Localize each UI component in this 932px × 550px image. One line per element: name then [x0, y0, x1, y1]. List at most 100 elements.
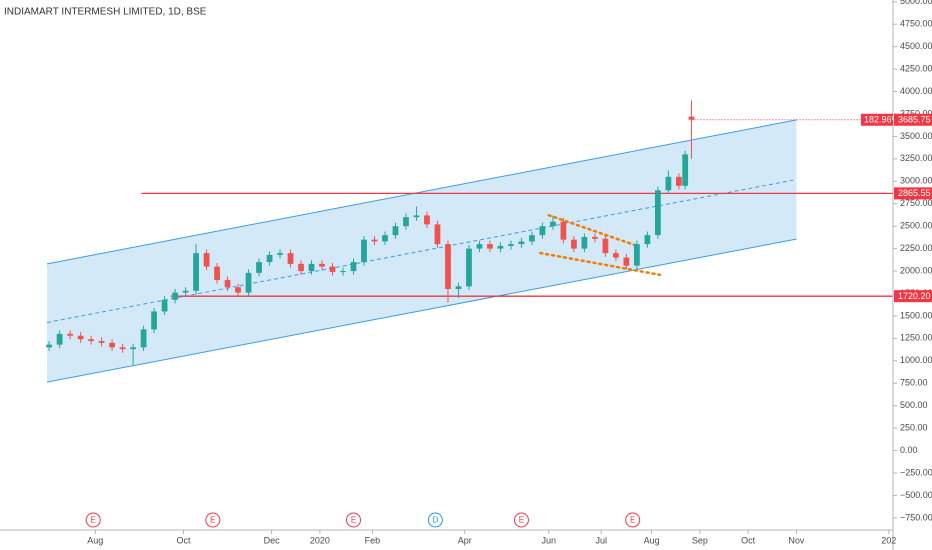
- candle-body: [350, 262, 357, 272]
- x-tick-label: Apr: [458, 535, 472, 545]
- candle-body: [308, 263, 315, 272]
- price-tag: [894, 290, 932, 303]
- candle-body: [560, 221, 567, 240]
- x-tick-label: Dec: [264, 535, 281, 545]
- candle-body: [361, 239, 367, 263]
- x-tick-label: Jul: [595, 535, 607, 545]
- candle-body: [682, 154, 689, 186]
- y-tick-label: 2000.00: [900, 265, 932, 275]
- price-tag: [894, 113, 932, 126]
- chart-title: INDIAMART INTERMESH LIMITED, 1D, BSE: [4, 7, 207, 18]
- event-label: E: [351, 516, 356, 525]
- candle-body: [340, 271, 346, 273]
- candle-body: [675, 176, 682, 186]
- y-tick-label: 3500.00: [900, 131, 932, 141]
- candle-body: [329, 266, 336, 272]
- candle-body: [298, 263, 304, 272]
- channel-lower: [46, 238, 797, 383]
- change-tag-label: 182.96%: [864, 115, 900, 125]
- candle-body: [382, 235, 388, 242]
- y-tick-label: 2500.00: [900, 221, 932, 231]
- change-tag: [861, 113, 893, 126]
- candle-body: [67, 333, 73, 336]
- candle-body: [508, 244, 514, 246]
- price-tag-label: 2865.55: [898, 188, 931, 198]
- event-marker: [625, 512, 641, 528]
- candle-body: [497, 245, 504, 249]
- y-tick-label: 3750.00: [900, 108, 932, 118]
- candle-body: [256, 262, 262, 273]
- y-tick-label: 250.00: [900, 423, 928, 433]
- candle-body: [539, 226, 546, 236]
- candle-body: [287, 253, 294, 264]
- event-marker: [513, 512, 529, 528]
- channel-middle: [46, 179, 797, 323]
- y-tick-label: 2250.00: [900, 243, 932, 253]
- candle-body: [161, 299, 168, 312]
- channel-upper: [46, 119, 797, 265]
- candle-body: [77, 335, 84, 340]
- y-tick-label: 4500.00: [900, 41, 932, 51]
- candle-body: [56, 333, 63, 345]
- y-tick-label: −250.00: [900, 467, 932, 477]
- candle-body: [571, 239, 577, 249]
- y-tick-label: 1500.00: [900, 310, 932, 320]
- x-tick-label: 2020: [310, 535, 330, 545]
- y-tick-label: −500.00: [900, 490, 932, 500]
- candle-body: [592, 236, 598, 239]
- candle-body: [434, 224, 441, 245]
- event-label: E: [519, 516, 524, 525]
- candle-body: [403, 217, 409, 227]
- candle-body: [529, 235, 535, 242]
- event-marker: [85, 512, 101, 528]
- candle-body: [455, 286, 462, 290]
- event-label: E: [210, 516, 215, 525]
- y-tick-label: 4750.00: [900, 19, 932, 29]
- x-tick-label: Aug: [644, 535, 660, 545]
- candle-body: [424, 215, 430, 225]
- x-tick-label: Nov: [788, 535, 805, 545]
- candle-body: [518, 241, 525, 245]
- event-label: E: [91, 516, 96, 525]
- candle-body: [655, 190, 661, 236]
- candle-body: [466, 248, 472, 287]
- x-tick-label: Feb: [365, 535, 381, 545]
- candle-body: [476, 244, 483, 249]
- candle-body: [119, 347, 126, 350]
- candle-body: [182, 290, 189, 293]
- plot-area: [46, 100, 893, 383]
- candle-body: [140, 329, 147, 348]
- y-tick-label: 4250.00: [900, 63, 932, 73]
- candle-body: [235, 287, 241, 293]
- candle-body: [98, 341, 105, 343]
- y-tick-label: 4000.00: [900, 86, 932, 96]
- candle-body: [413, 215, 420, 218]
- candle-body: [130, 347, 136, 350]
- x-tick-label: Jun: [541, 535, 556, 545]
- candle-body: [644, 235, 651, 245]
- candle-body: [688, 116, 695, 120]
- candle-body: [623, 257, 630, 266]
- candle-body: [613, 253, 619, 258]
- y-tick-label: 750.00: [900, 378, 928, 388]
- event-marker: [427, 512, 443, 528]
- candle-body: [581, 236, 588, 249]
- candle-body: [665, 176, 672, 191]
- candle-body: [319, 263, 325, 267]
- price-tag: [894, 187, 932, 200]
- candle-body: [277, 253, 283, 255]
- event-marker: [346, 512, 362, 528]
- candle-body: [602, 238, 609, 254]
- candle-body: [109, 342, 115, 348]
- y-tick-label: 3000.00: [900, 176, 932, 186]
- candle-body: [487, 244, 493, 249]
- x-tick-label: Sep: [692, 535, 708, 545]
- candle-body: [445, 244, 451, 290]
- x-tick-label: Oct: [176, 535, 191, 545]
- y-tick-label: 0.00: [900, 445, 918, 455]
- candle-body: [392, 226, 399, 236]
- y-tick-label: 500.00: [900, 400, 928, 410]
- candle-body: [245, 272, 252, 293]
